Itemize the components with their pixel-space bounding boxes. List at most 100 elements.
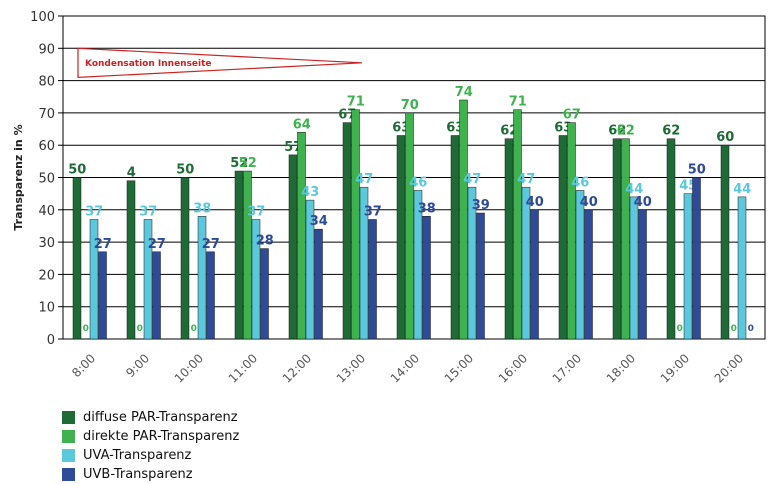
bar-0-8 xyxy=(504,138,514,340)
data-label-0-11: 62 xyxy=(662,124,680,139)
bar-0-11 xyxy=(666,138,676,340)
data-label-3-11: 50 xyxy=(688,163,706,178)
data-label-1-8: 71 xyxy=(509,95,527,110)
bar-3-3 xyxy=(260,248,269,340)
data-label-3-12: 0 xyxy=(748,324,754,334)
data-label-2-0: 37 xyxy=(85,204,103,219)
x-tick-label: 15:00 xyxy=(442,351,476,385)
legend-item: diffuse PAR-Transparenz xyxy=(62,408,239,427)
bar-0-12 xyxy=(720,144,730,340)
legend-swatch xyxy=(62,449,75,462)
data-label-1-2: 0 xyxy=(191,324,197,334)
data-label-3-3: 28 xyxy=(256,234,274,249)
bar-0-3 xyxy=(234,170,244,340)
legend-item: UVB-Transparenz xyxy=(62,465,239,484)
data-label-2-7: 47 xyxy=(463,172,481,187)
data-label-1-0: 0 xyxy=(83,324,89,334)
data-label-3-5: 37 xyxy=(364,204,382,219)
data-label-3-7: 39 xyxy=(472,198,490,213)
data-label-0-0: 50 xyxy=(68,163,86,178)
bar-2-10 xyxy=(629,196,639,340)
bar-2-5 xyxy=(359,186,369,340)
bar-0-6 xyxy=(396,135,406,340)
legend-label: diffuse PAR-Transparenz xyxy=(83,410,238,425)
data-label-1-10: 62 xyxy=(617,124,635,139)
data-label-1-9: 67 xyxy=(563,108,581,123)
bar-0-9 xyxy=(558,135,568,340)
data-label-1-7: 74 xyxy=(455,85,473,100)
legend: diffuse PAR-Transparenz direkte PAR-Trans… xyxy=(62,408,239,484)
y-tick-label: 10 xyxy=(38,301,55,316)
bar-2-11 xyxy=(683,193,693,340)
bar-1-9 xyxy=(567,122,576,340)
data-label-2-9: 46 xyxy=(571,175,589,190)
y-tick-label: 90 xyxy=(38,42,55,57)
y-tick-label: 40 xyxy=(38,204,55,219)
x-tick-label: 17:00 xyxy=(550,351,584,385)
x-tick-label: 10:00 xyxy=(172,351,206,385)
data-label-3-10: 40 xyxy=(634,195,652,210)
data-label-0-10: 62 xyxy=(608,124,626,139)
y-axis-title: Transparenz in % xyxy=(12,124,25,230)
bar-2-0 xyxy=(89,219,99,340)
bar-3-9 xyxy=(584,209,593,340)
data-label-3-2: 27 xyxy=(202,237,220,252)
legend-label: UVA-Transparenz xyxy=(83,448,192,463)
data-label-0-3: 52 xyxy=(230,156,248,171)
bar-3-4 xyxy=(314,228,323,340)
bar-2-3 xyxy=(251,219,261,340)
y-tick-label: 80 xyxy=(38,75,55,90)
data-label-2-12: 44 xyxy=(733,182,751,197)
bar-3-1 xyxy=(152,251,161,340)
bar-3-0 xyxy=(98,251,107,340)
bar-2-1 xyxy=(143,219,153,340)
x-tick-label: 9:00 xyxy=(123,351,152,380)
data-label-2-5: 47 xyxy=(355,172,373,187)
legend-label: direkte PAR-Transparenz xyxy=(83,429,240,444)
legend-label: UVB-Transparenz xyxy=(83,467,193,482)
bar-2-4 xyxy=(305,199,315,340)
bar-1-7 xyxy=(459,99,468,340)
data-label-0-2: 50 xyxy=(176,163,194,178)
data-label-1-11: 0 xyxy=(677,324,683,334)
bar-3-7 xyxy=(476,212,485,340)
bar-1-3 xyxy=(243,170,252,340)
bar-3-5 xyxy=(368,219,377,340)
legend-item: direkte PAR-Transparenz xyxy=(62,427,239,446)
bar-3-6 xyxy=(422,216,431,340)
x-tick-label: 14:00 xyxy=(388,351,422,385)
y-tick-label: 60 xyxy=(38,139,55,154)
bar-2-2 xyxy=(197,216,207,340)
y-tick-label: 50 xyxy=(38,172,55,187)
bar-3-10 xyxy=(638,209,647,340)
x-tick-label: 8:00 xyxy=(69,351,98,380)
data-label-3-8: 40 xyxy=(526,195,544,210)
y-tick-label: 70 xyxy=(38,107,55,122)
data-label-1-4: 64 xyxy=(293,117,311,132)
bar-2-8 xyxy=(521,186,531,340)
bar-0-0 xyxy=(72,177,82,340)
data-label-0-1: 4 xyxy=(127,166,136,181)
bar-0-5 xyxy=(342,122,352,340)
bar-2-9 xyxy=(575,190,585,340)
y-tick-label: 30 xyxy=(38,236,55,251)
bar-0-1 xyxy=(126,180,136,340)
data-label-2-6: 46 xyxy=(409,175,427,190)
data-label-2-1: 37 xyxy=(139,204,157,219)
legend-item: UVA-Transparenz xyxy=(62,446,239,465)
legend-swatch xyxy=(62,430,75,443)
bar-2-7 xyxy=(467,186,477,340)
x-tick-label: 18:00 xyxy=(604,351,638,385)
x-tick-label: 11:00 xyxy=(226,351,260,385)
legend-swatch xyxy=(62,411,75,424)
data-label-1-6: 70 xyxy=(401,98,419,113)
data-label-1-12: 0 xyxy=(731,324,737,334)
bar-1-8 xyxy=(513,109,522,340)
bar-1-5 xyxy=(351,109,360,340)
y-tick-label: 20 xyxy=(38,268,55,283)
bar-0-7 xyxy=(450,135,460,340)
data-label-3-1: 27 xyxy=(148,237,166,252)
bar-1-6 xyxy=(405,112,414,340)
